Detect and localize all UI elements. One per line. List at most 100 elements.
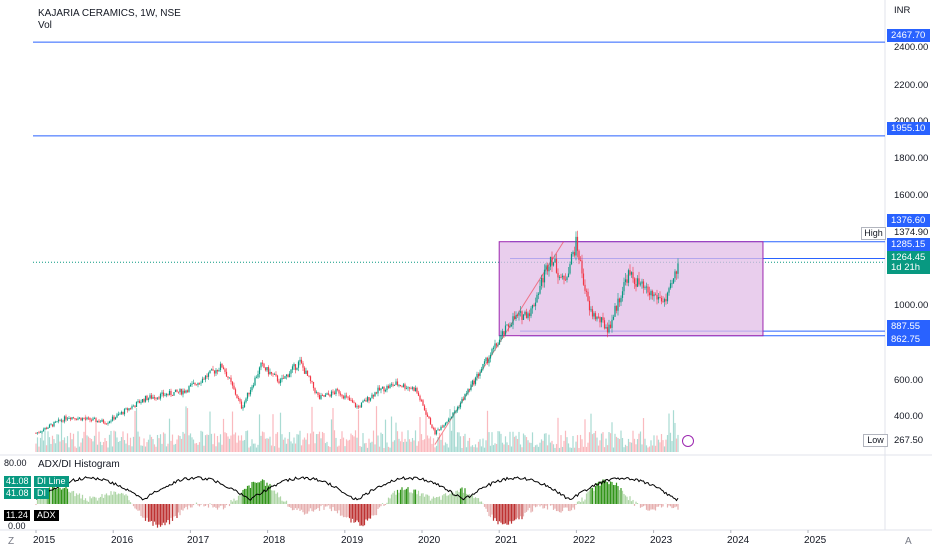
indicator-histogram-bar <box>597 481 600 504</box>
volume-bar <box>104 438 106 452</box>
volume-bar <box>399 441 402 452</box>
candle-body <box>677 263 679 274</box>
candle-body <box>374 392 376 397</box>
candle-body <box>633 278 636 285</box>
indicator-histogram-bar <box>264 485 267 504</box>
volume-bar <box>260 435 262 452</box>
indicator-histogram-bar <box>509 504 511 522</box>
volume-bar <box>296 434 298 452</box>
volume-bar <box>125 443 127 452</box>
volume-bar <box>419 417 421 452</box>
indicator-histogram-bar <box>668 504 670 506</box>
indicator-histogram-bar <box>594 486 597 504</box>
candle-body <box>510 324 513 327</box>
indicator-histogram-bar <box>237 495 240 504</box>
volume-bar <box>410 441 412 452</box>
indicator-histogram-bar <box>563 504 565 508</box>
volume-bar <box>561 446 564 452</box>
indicator-histogram-bar <box>479 501 481 504</box>
date-tick: 2018 <box>263 535 286 546</box>
candle-body <box>45 427 48 429</box>
volume-bar <box>620 430 622 452</box>
indicator-histogram-bar <box>297 504 300 509</box>
indicator-histogram-bar <box>480 501 483 504</box>
candle-body <box>275 374 277 376</box>
candle-body <box>57 419 60 422</box>
candle-body <box>144 395 147 402</box>
indicator-histogram-bar <box>626 496 628 504</box>
indicator-histogram-bar <box>168 504 171 525</box>
indicator-histogram-bar <box>390 494 393 504</box>
candle-body <box>243 402 246 408</box>
indicator-histogram-bar <box>146 504 148 518</box>
volume-bar <box>585 446 588 452</box>
candle-body <box>567 273 570 278</box>
candle-body <box>108 421 111 424</box>
indicator-histogram-bar <box>675 504 678 507</box>
candle-body <box>452 412 454 417</box>
volume-bar <box>278 447 280 452</box>
candle-body <box>425 410 427 415</box>
auto-scale-icon[interactable]: A <box>905 536 912 547</box>
volume-bar <box>339 439 342 452</box>
indicator-histogram-bar <box>582 501 585 504</box>
price-level-label: 1376.60 <box>887 214 930 227</box>
indicator-histogram-bar <box>288 504 291 507</box>
indicator-histogram-bar <box>501 504 504 525</box>
candle-body <box>654 294 657 296</box>
candle-body <box>645 286 648 288</box>
indicator-histogram-bar <box>407 487 409 504</box>
candle-body <box>299 359 301 362</box>
indicator-histogram-bar <box>540 504 543 506</box>
volume-bar <box>449 409 451 452</box>
volume-bar <box>602 432 604 452</box>
volume-bar <box>510 446 513 452</box>
indicator-histogram-bar <box>174 504 177 516</box>
candle-body <box>74 418 76 420</box>
candle-body <box>347 396 349 398</box>
timezone-icon[interactable]: Z <box>8 536 15 547</box>
candle-body <box>177 391 180 393</box>
volume-bar <box>96 444 99 452</box>
candle-body <box>212 369 214 371</box>
candle-body <box>176 389 178 392</box>
candle-body <box>326 393 328 395</box>
indicator-histogram-bar <box>351 504 354 519</box>
indicator-histogram-bar <box>228 504 231 507</box>
volume-bar <box>417 441 420 452</box>
date-tick: 2017 <box>187 535 210 546</box>
volume-bar <box>231 411 234 452</box>
volume-bar <box>333 430 336 452</box>
candle-body <box>395 381 397 385</box>
indicator-histogram-bar <box>216 504 219 510</box>
candle-body <box>648 292 651 296</box>
candle-body <box>302 363 304 368</box>
high-value: 1374.90 <box>894 227 929 238</box>
volume-bar <box>203 445 205 452</box>
indicator-histogram-bar <box>71 491 73 504</box>
indicator-histogram-bar <box>176 504 178 519</box>
volume-bar <box>579 434 582 452</box>
indicator-histogram-bar <box>653 504 655 510</box>
volume-bar <box>369 442 372 452</box>
indicator-histogram-bar <box>69 492 72 504</box>
candle-body <box>48 424 51 428</box>
volume-bar <box>447 447 450 452</box>
volume-bar <box>578 447 580 452</box>
volume-bar <box>153 444 156 452</box>
date-tick: 2025 <box>804 535 827 546</box>
volume-bar <box>600 433 603 452</box>
volume-bar <box>533 446 535 452</box>
candle-body <box>542 277 544 283</box>
range-rectangle <box>498 241 764 337</box>
volume-bar <box>35 443 37 452</box>
candle-body <box>366 397 369 402</box>
candle-body <box>651 290 654 297</box>
candle-body <box>330 391 333 397</box>
candle-body <box>669 283 672 289</box>
candle-body <box>380 388 382 391</box>
candle-body <box>459 402 462 408</box>
candle-body <box>104 422 106 424</box>
